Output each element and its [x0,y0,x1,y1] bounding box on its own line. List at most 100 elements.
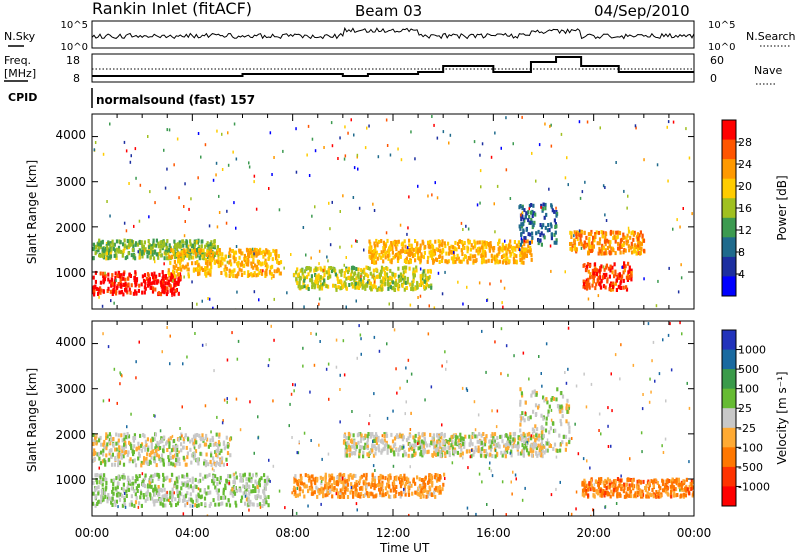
velocity-echo-cell [105,446,108,451]
velocity-echo-cell [153,437,156,442]
velocity-echo-cell [167,455,170,460]
power-echo-cell [170,272,173,277]
velocity-echo-cell [458,445,461,449]
velocity-echo-cell [454,441,457,446]
power-echo-cell [134,242,137,247]
velocity-echo-cell [199,443,202,448]
power-scatter-cell [154,201,156,205]
power-scatter-cell [481,142,484,146]
power-echo-cell [231,249,234,253]
power-scatter-cell [305,253,307,257]
power-echo-cell [615,230,618,235]
power-echo-cell [180,250,183,255]
velocity-echo-cell [339,490,342,495]
velocity-echo-cell [371,492,374,497]
power-echo-cell [521,222,524,227]
velocity-scatter-cell [489,461,491,465]
power-echo-cell [159,292,163,297]
power-echo-cell [117,245,121,250]
power-echo-cell [138,239,141,244]
power-echo-cell [119,240,122,245]
power-echo-cell [158,272,161,277]
velocity-echo-cell [217,449,220,453]
velocity-echo-cell [106,499,109,504]
power-scatter-cell [564,270,566,274]
power-echo-cell [603,239,607,244]
power-colorbar-tick-label: 20 [738,180,752,193]
power-echo-cell [573,239,576,244]
power-echo-cell [315,267,318,272]
power-echo-cell [314,279,317,284]
velocity-echo-cell [550,397,553,402]
velocity-echo-cell [251,502,254,507]
power-scatter-cell [214,244,216,248]
power-echo-cell [606,277,609,282]
velocity-echo-cell [316,476,319,481]
velocity-echo-cell [489,447,493,452]
power-echo-cell [345,286,348,291]
velocity-echo-cell [258,483,261,488]
velocity-echo-cell [146,461,149,466]
velocity-echo-cell [349,439,352,444]
power-echo-cell [413,273,416,278]
power-echo-cell [179,265,182,270]
power-scatter-cell [303,305,305,309]
velocity-echo-cell [189,439,192,444]
power-echo-cell [427,276,430,281]
power-scatter-cell [152,246,154,249]
velocity-echo-cell [604,491,607,495]
power-scatter-cell [490,155,493,159]
power-echo-cell [277,254,280,259]
velocity-echo-cell [640,493,643,497]
power-echo-cell [501,242,504,247]
velocity-echo-cell [134,492,137,497]
power-echo-cell [113,242,116,247]
velocity-echo-cell [104,494,107,499]
velocity-echo-cell [115,476,118,481]
velocity-echo-cell [494,444,497,449]
power-echo-cell [230,262,233,267]
power-echo-cell [372,254,375,259]
velocity-echo-cell [227,444,230,449]
power-echo-cell [154,287,157,292]
power-echo-cell [570,241,573,246]
velocity-echo-cell [267,495,270,500]
power-scatter-cell [327,259,329,263]
power-echo-cell [252,265,255,270]
power-echo-cell [441,243,444,248]
velocity-echo-cell [176,448,179,452]
power-echo-cell [271,264,274,269]
power-echo-cell [245,262,248,267]
power-echo-cell [181,239,185,244]
velocity-echo-cell [612,492,615,497]
power-echo-cell [157,255,160,260]
velocity-echo-cell [358,454,361,459]
power-scatter-cell [109,214,111,218]
power-echo-cell [192,255,195,260]
power-echo-cell [167,251,170,256]
velocity-echo-cell [485,434,488,439]
velocity-echo-cell [190,497,193,502]
power-echo-cell [118,248,121,253]
velocity-echo-cell [165,492,168,497]
velocity-echo-cell [191,499,194,504]
power-scatter-cell [626,206,628,210]
power-echo-cell [433,248,436,253]
power-scatter-cell [172,279,174,283]
power-scatter-cell [253,290,256,294]
power-echo-cell [523,236,526,240]
power-echo-cell [542,206,545,211]
power-echo-cell [161,276,164,281]
power-scatter-cell [428,304,430,308]
power-echo-cell [626,239,630,244]
power-echo-cell [351,269,354,274]
velocity-echo-cell [669,484,672,489]
power-echo-cell [587,278,590,282]
power-echo-cell [138,250,141,255]
power-echo-cell [529,220,532,225]
velocity-echo-cell [224,483,227,488]
velocity-echo-cell [183,474,186,479]
velocity-echo-cell [608,485,611,490]
power-echo-cell [357,286,360,290]
power-echo-cell [609,264,612,269]
